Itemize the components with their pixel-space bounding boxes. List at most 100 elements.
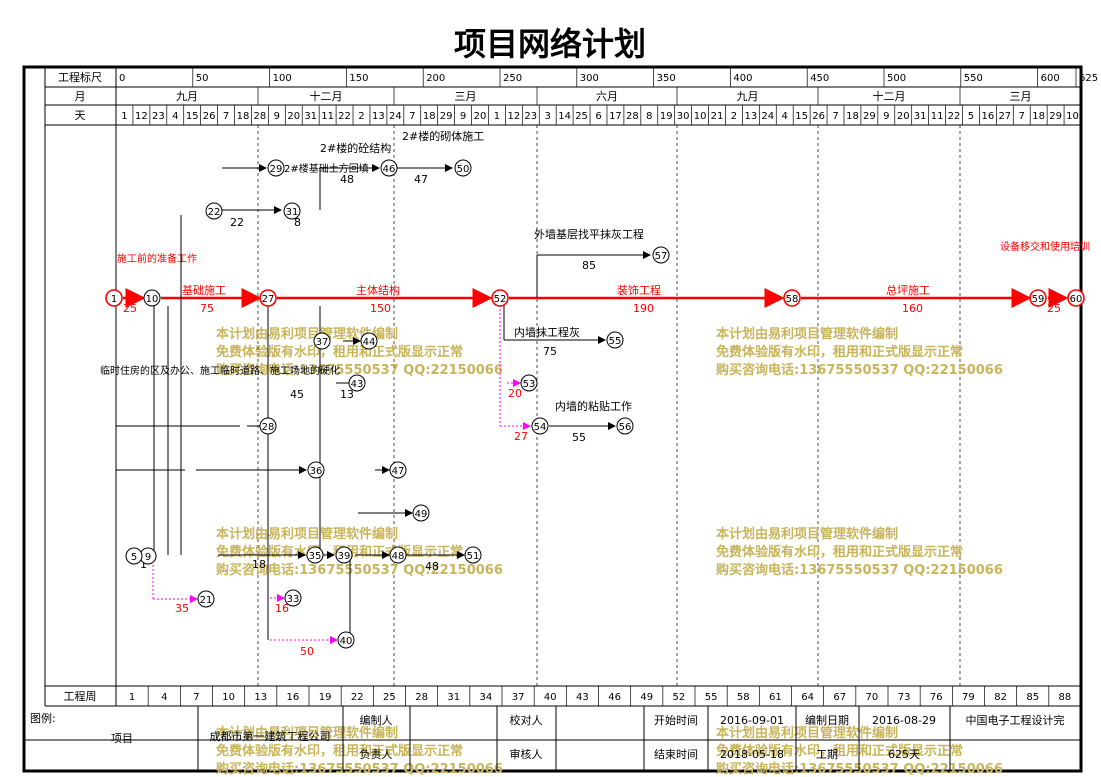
network-node (783, 289, 801, 307)
day-cell: 18 (846, 111, 859, 122)
day-cell: 7 (1019, 111, 1025, 122)
activity-duration: 25 (123, 302, 137, 315)
week-cell: 61 (769, 692, 782, 703)
watermark-line: 免费体验版有水印，租用和正式版显示正常 (216, 344, 463, 360)
network-node (306, 546, 324, 564)
scale-tick: 550 (964, 73, 983, 84)
node-label: 29 (270, 164, 283, 175)
week-cell: 7 (193, 692, 199, 703)
scale-tick: 450 (810, 73, 829, 84)
watermark-line: 购买咨询电话:13675550537 QQ:22150066 (216, 761, 503, 777)
month-cell: 九月 (176, 90, 198, 103)
activity-label: 基础施工 (182, 284, 226, 297)
week-cell: 55 (705, 692, 718, 703)
start-time-value: 2016-09-01 (720, 714, 784, 727)
watermark-line: 免费体验版有水印，租用和正式版显示正常 (716, 743, 963, 759)
network-node (348, 374, 366, 392)
activity-duration: 85 (582, 259, 596, 272)
node-label: 21 (200, 595, 213, 606)
watermark-line: 免费体验版有水印，租用和正式版显示正常 (216, 743, 463, 759)
node-label: 50 (457, 164, 470, 175)
node-label: 37 (316, 337, 329, 348)
scale-tick: 300 (580, 73, 599, 84)
node-label: 49 (415, 509, 428, 520)
activity-duration: 8 (294, 216, 301, 229)
activity-duration: 47 (414, 173, 428, 186)
network-node (464, 546, 482, 564)
network-node (454, 159, 472, 177)
activity-label: 设备移交和使用培训 (1000, 240, 1090, 253)
activity-label: 2#楼基础土方回填 (284, 162, 369, 175)
week-cell: 82 (994, 692, 1007, 703)
activity-duration: 1 (140, 558, 147, 571)
day-label: 天 (75, 109, 86, 122)
network-node (616, 417, 634, 435)
week-cell: 64 (801, 692, 814, 703)
network-node (412, 504, 430, 522)
scale-tick: 200 (426, 73, 445, 84)
day-cell: 29 (1049, 111, 1062, 122)
network-node (259, 417, 277, 435)
node-label: 39 (338, 551, 351, 562)
timescale-header: 工程标尺 月 天 0 50 100 150 200 250 300 350 400 450 500 5… (45, 67, 1098, 126)
day-cell: 20 (897, 111, 910, 122)
watermark-line: 本计划由易利项目管理软件编制 (216, 725, 398, 741)
compile-date-label: 编制日期 (805, 713, 849, 727)
day-cell: 20 (287, 111, 300, 122)
network-node (105, 289, 123, 307)
day-cell: 25 (575, 111, 588, 122)
week-cell: 70 (866, 692, 879, 703)
float-duration: 16 (275, 602, 289, 615)
day-cell: 8 (646, 111, 652, 122)
scale-tick: 600 (1041, 73, 1060, 84)
network-node (259, 289, 277, 307)
node-label: 28 (262, 422, 275, 433)
node-label: 36 (310, 466, 323, 477)
float-duration: 20 (508, 387, 522, 400)
activity-duration: 25 (1047, 302, 1061, 315)
activity-label: 总坪施工 (886, 283, 930, 297)
week-cell: 49 (640, 692, 653, 703)
week-cell: 28 (415, 692, 428, 703)
activity-duration: 160 (902, 302, 923, 315)
network-node (389, 461, 407, 479)
activity-duration: 18 (252, 558, 266, 571)
node-label: 1 (111, 294, 117, 305)
activity-duration: 45 (290, 388, 304, 401)
month-cell: 九月 (737, 90, 759, 103)
day-cell: 4 (782, 111, 788, 122)
network-node (606, 331, 624, 349)
footer-table: 图例: 项目 成都市第一建筑工程公司 编制人 负责人 校对人 审核人 开始时间 … (24, 706, 1081, 771)
node-label: 55 (609, 336, 622, 347)
node-label: 51 (467, 551, 480, 562)
watermark-line: 购买咨询电话:13675550537 QQ:22150066 (216, 562, 503, 578)
week-cell: 85 (1026, 692, 1039, 703)
activity-label: 2#楼的砼结构 (320, 141, 391, 155)
node-label: 27 (262, 294, 275, 305)
activity-label: 内墙的粘贴工作 (555, 399, 632, 413)
day-cell: 12 (507, 111, 520, 122)
float-duration: 27 (514, 430, 528, 443)
node-label: 43 (351, 379, 364, 390)
activity-duration: 190 (633, 302, 654, 315)
day-cell: 21 (711, 111, 724, 122)
day-cell: 9 (274, 111, 280, 122)
network-node (652, 246, 670, 264)
watermark-line: 购买咨询电话:13675550537 QQ:22150066 (716, 562, 1003, 578)
day-cell: 30 (677, 111, 690, 122)
week-row: 工程周 1 4 7 10 13 16 19 22 25 28 31 34 37 40 43 46 49 52 55 5… (45, 685, 1082, 707)
day-cell: 1 (494, 111, 500, 122)
day-cell: 11 (931, 111, 944, 122)
dummy-activities (152, 305, 531, 644)
project-label: 项目 (111, 732, 133, 745)
scale-tick: 400 (733, 73, 752, 84)
prepared-by-label: 编制人 (360, 713, 393, 727)
day-cell: 9 (883, 111, 889, 122)
week-cell: 43 (576, 692, 589, 703)
day-cell: 10 (694, 111, 707, 122)
network-node (307, 461, 325, 479)
week-cell: 52 (673, 692, 686, 703)
scale-tick: 0 (119, 73, 125, 84)
scale-tick: 250 (503, 73, 522, 84)
week-cell: 58 (737, 692, 750, 703)
